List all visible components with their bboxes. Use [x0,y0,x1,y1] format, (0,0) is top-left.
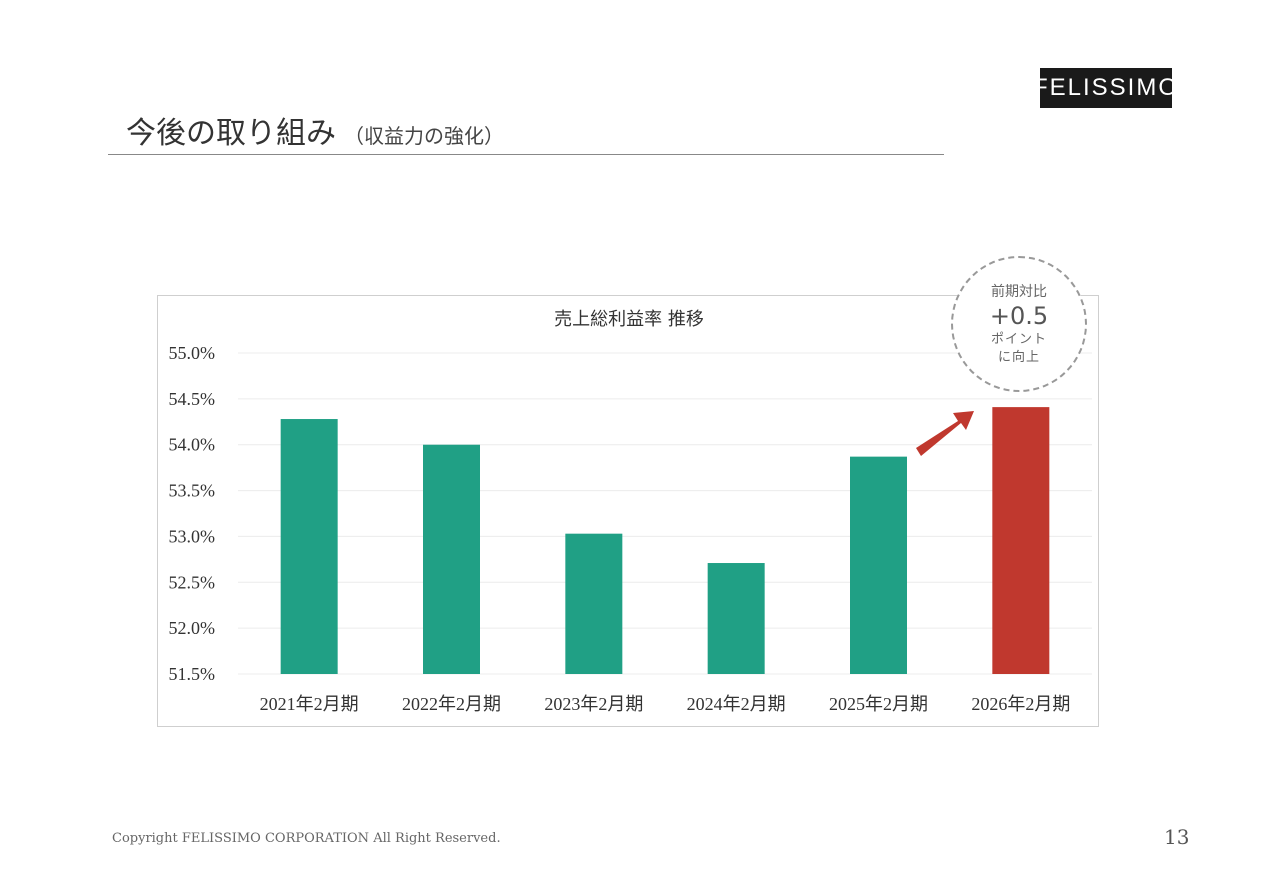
x-tick-label: 2024年2月期 [687,694,786,714]
badge-value: +0.5 [989,302,1049,330]
y-tick-label: 54.0% [169,435,216,455]
y-tick-label: 52.0% [169,618,216,638]
bar-2025年2月期 [850,456,907,674]
chart-title: 売上総利益率 推移 [554,309,704,330]
gross-margin-chart: 売上総利益率 推移 55.0% 54.5% 54.0% 53.5% 53.0% 52.5%… [169,309,1092,714]
y-tick-label: 55.0% [169,343,216,363]
y-tick-label: 53.0% [169,526,216,546]
up-arrow-icon [916,411,974,456]
copyright-footer: Copyright FELISSIMO CORPORATION All Righ… [112,831,501,846]
chart-frame: 売上総利益率 推移 55.0% 54.5% 54.0% 53.5% 53.0% 52.5%… [157,295,1099,727]
badge-caption: に向上 [997,350,1040,365]
x-tick-label: 2023年2月期 [544,694,643,714]
title-divider [108,154,944,155]
bar-2023年2月期 [565,533,623,674]
y-tick-label: 52.5% [169,572,216,592]
badge-unit: ポイント [990,332,1047,347]
x-tick-label: 2026年2月期 [971,694,1070,714]
y-axis-ticks: 55.0% 54.5% 54.0% 53.5% 53.0% 52.5% 52.0% 51.5% [169,343,216,684]
page-title-sub: （収益力の強化） [344,124,504,148]
improvement-badge: 前期対比 +0.5 ポイント に向上 [951,256,1087,392]
x-tick-label: 2025年2月期 [829,694,928,714]
page-title: 今後の取り組み （収益力の強化） [126,108,504,152]
y-tick-label: 53.5% [169,481,216,501]
gridlines [238,352,1092,675]
page-number: 13 [1164,825,1190,849]
x-axis-ticks: 2021年2月期 2022年2月期 2023年2月期 2024年2月期 2025年2月期… [260,694,1071,714]
y-tick-label: 54.5% [169,389,216,409]
bar-2021年2月期 [280,419,338,674]
badge-label: 前期対比 [991,284,1047,300]
x-tick-label: 2021年2月期 [260,694,359,714]
bar-2022年2月期 [423,444,480,674]
x-tick-label: 2022年2月期 [402,694,501,714]
y-tick-label: 51.5% [169,664,216,684]
bar-2024年2月期 [707,563,765,674]
bar-2026年2月期 [992,407,1050,674]
felissimo-logo: FELISSIMO [1033,68,1177,108]
page-title-main: 今後の取り組み [126,116,336,151]
bars [280,407,1050,674]
